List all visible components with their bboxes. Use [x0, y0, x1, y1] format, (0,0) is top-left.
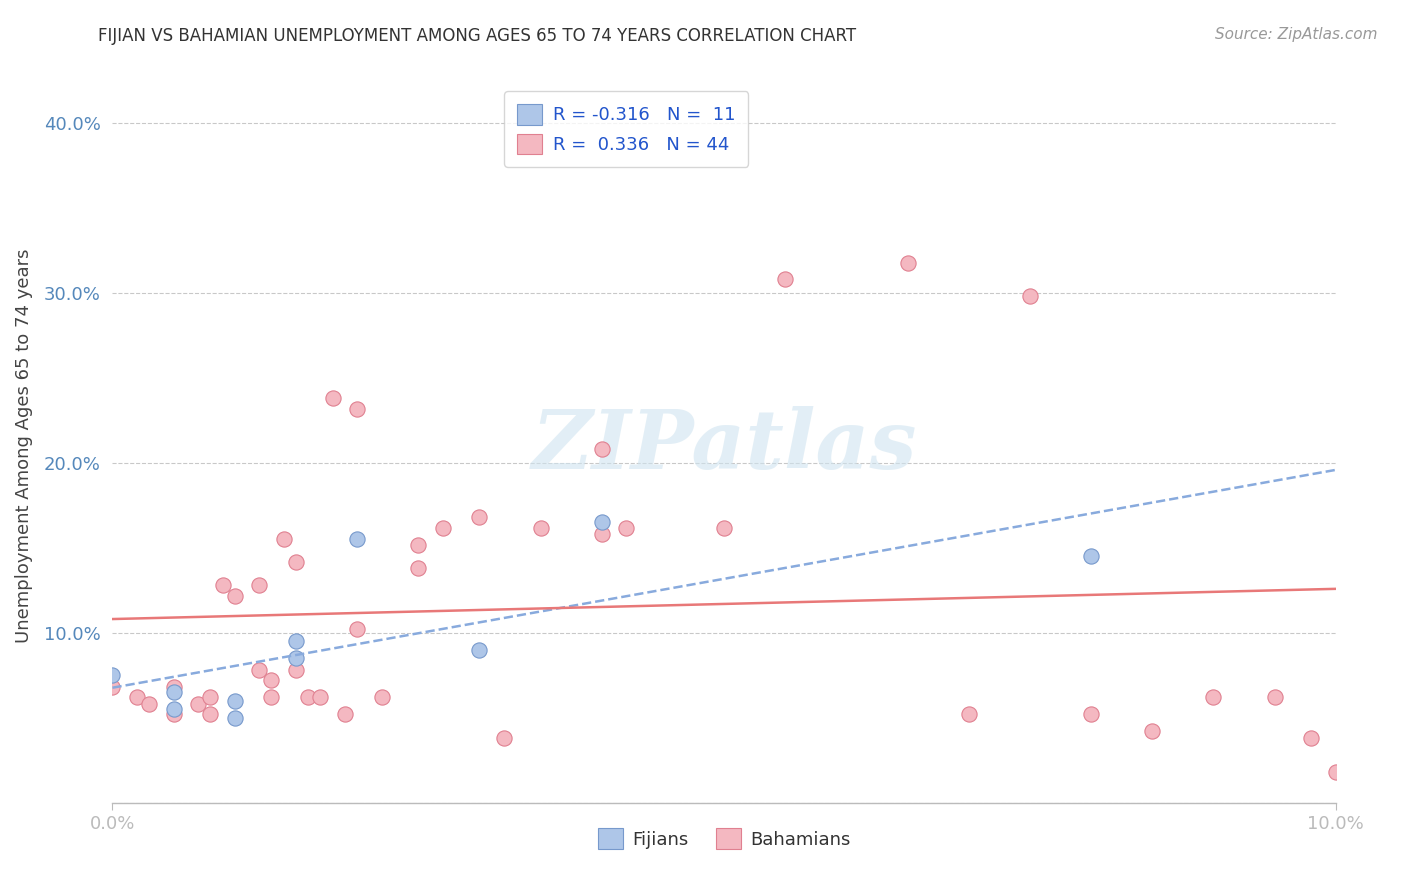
Point — [614, 520, 637, 534]
Point — [1301, 731, 1323, 746]
Point — [333, 707, 356, 722]
Point — [211, 578, 233, 592]
Point — [138, 698, 160, 712]
Point — [187, 698, 209, 712]
Point — [957, 707, 980, 722]
Point — [591, 442, 613, 457]
Point — [1142, 724, 1164, 739]
Point — [1018, 289, 1040, 303]
Point — [247, 578, 270, 592]
Point — [163, 707, 186, 722]
Text: ZIPatlas: ZIPatlas — [531, 406, 917, 486]
Point — [273, 533, 295, 547]
Point — [101, 668, 124, 682]
Point — [713, 520, 735, 534]
Point — [346, 533, 368, 547]
Point — [432, 520, 454, 534]
Point — [468, 643, 491, 657]
Point — [125, 690, 148, 705]
Point — [284, 634, 308, 648]
Y-axis label: Unemployment Among Ages 65 to 74 years: Unemployment Among Ages 65 to 74 years — [14, 249, 32, 643]
Point — [591, 516, 613, 530]
Point — [1080, 707, 1102, 722]
Point — [1202, 690, 1225, 705]
Text: Source: ZipAtlas.com: Source: ZipAtlas.com — [1215, 27, 1378, 42]
Point — [591, 527, 613, 541]
Point — [309, 690, 332, 705]
Point — [1324, 765, 1347, 780]
Text: FIJIAN VS BAHAMIAN UNEMPLOYMENT AMONG AGES 65 TO 74 YEARS CORRELATION CHART: FIJIAN VS BAHAMIAN UNEMPLOYMENT AMONG AG… — [98, 27, 856, 45]
Point — [163, 685, 186, 699]
Point — [322, 392, 344, 406]
Point — [284, 555, 308, 569]
Point — [260, 690, 283, 705]
Point — [224, 694, 246, 708]
Point — [370, 690, 392, 705]
Point — [101, 680, 124, 694]
Point — [530, 520, 553, 534]
Point — [200, 707, 222, 722]
Point — [224, 711, 246, 725]
Point — [200, 690, 222, 705]
Point — [408, 561, 430, 575]
Point — [247, 663, 270, 677]
Point — [346, 401, 368, 416]
Point — [163, 680, 186, 694]
Point — [1264, 690, 1286, 705]
Point — [1080, 549, 1102, 564]
Legend: Fijians, Bahamians: Fijians, Bahamians — [589, 819, 859, 858]
Point — [284, 651, 308, 665]
Point — [297, 690, 319, 705]
Point — [468, 510, 491, 524]
Point — [346, 623, 368, 637]
Point — [163, 702, 186, 716]
Point — [492, 731, 515, 746]
Point — [224, 589, 246, 603]
Point — [897, 255, 920, 269]
Point — [775, 272, 797, 286]
Point — [408, 537, 430, 551]
Point — [260, 673, 283, 688]
Point — [284, 663, 308, 677]
